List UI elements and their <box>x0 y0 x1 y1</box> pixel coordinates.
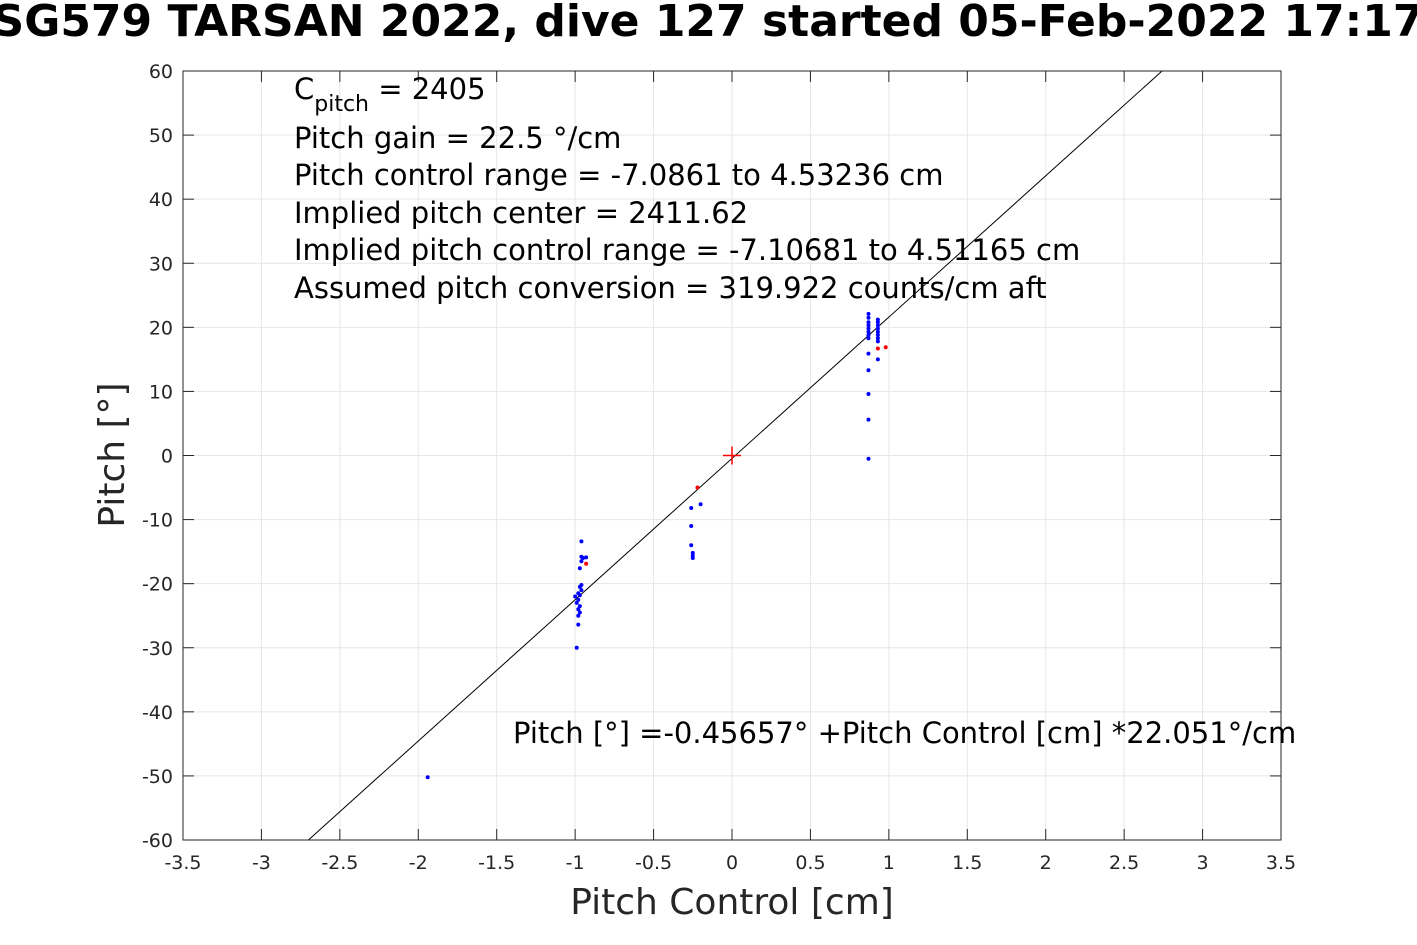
x-tick-label: -1 <box>566 852 585 874</box>
x-tick-label: 0.5 <box>795 852 825 874</box>
data-point <box>866 456 871 461</box>
y-axis-label: Pitch [°] <box>92 382 133 527</box>
data-point <box>698 502 703 507</box>
data-point <box>577 610 582 615</box>
y-tick-label: 0 <box>161 446 173 468</box>
x-tick-label: 2 <box>1040 852 1052 874</box>
data-point <box>574 600 579 605</box>
data-point <box>866 417 871 422</box>
data-point <box>866 368 871 373</box>
y-tick-label: -20 <box>142 574 173 596</box>
data-point <box>579 554 584 559</box>
data-point <box>866 320 871 325</box>
axes-box <box>182 70 1282 841</box>
data-point <box>584 555 589 560</box>
data-point <box>875 326 880 331</box>
data-point <box>574 645 579 650</box>
data-point <box>866 311 871 316</box>
y-tick-label: 60 <box>149 61 173 83</box>
x-tick-label: -0.5 <box>635 852 672 874</box>
annotation-cpitch: Cpitch = 2405 <box>294 72 486 117</box>
x-tick-label: -2 <box>409 852 428 874</box>
annotation-cpitch-base: C <box>294 72 314 106</box>
y-tick-label: 20 <box>149 317 173 339</box>
x-tick-label: -3.5 <box>164 852 201 874</box>
data-point <box>875 317 880 322</box>
annotation-line: Pitch control range = -7.0861 to 4.53236… <box>294 158 943 192</box>
y-tick-label: -60 <box>142 830 173 852</box>
data-point <box>579 559 584 564</box>
x-tick-label: -2.5 <box>321 852 358 874</box>
annotation-cpitch-value: = 2405 <box>369 72 486 106</box>
data-point <box>576 607 581 612</box>
x-tick-label: -1.5 <box>478 852 515 874</box>
data-point <box>573 594 578 599</box>
y-tick-labels: -60 -50 -40 -30 -20 -10 0 10 20 30 40 50 60 <box>142 61 173 852</box>
data-point <box>579 582 584 587</box>
data-point <box>875 323 880 328</box>
data-point <box>866 329 871 334</box>
data-point <box>866 323 871 328</box>
data-point <box>883 345 888 350</box>
y-tick-label: 50 <box>149 125 173 147</box>
data-point <box>875 333 880 338</box>
data-point <box>866 333 871 338</box>
data-point <box>579 588 584 593</box>
data-point <box>690 550 695 555</box>
data-point <box>577 604 582 609</box>
data-point <box>866 391 871 396</box>
x-tick-label: 3.5 <box>1266 852 1296 874</box>
data-point <box>875 336 880 341</box>
annotation-cpitch-sub: pitch <box>314 92 369 117</box>
y-tick-label: 10 <box>149 381 173 403</box>
x-tick-label: 3 <box>1197 852 1209 874</box>
y-tick-label: 40 <box>149 189 173 211</box>
fit-equation: Pitch [°] =-0.45657° +Pitch Control [cm]… <box>513 716 1296 750</box>
data-point <box>579 539 584 544</box>
x-tick-labels: -3.5 -3 -2.5 -2 -1.5 -1 -0.5 0 0.5 1 1.5 2 2.5 3 3.5 <box>164 852 1296 874</box>
data-point <box>875 339 880 344</box>
x-tick-label: 1.5 <box>952 852 982 874</box>
annotation-line: Pitch gain = 22.5 °/cm <box>294 121 621 155</box>
chart-marks <box>307 71 1163 840</box>
x-tick-label: 2.5 <box>1109 852 1139 874</box>
data-point <box>695 485 700 490</box>
y-tick-label: -50 <box>142 766 173 788</box>
data-point <box>425 775 430 780</box>
data-point <box>866 315 871 320</box>
axis-ticks <box>182 70 1282 841</box>
data-point <box>866 351 871 356</box>
x-axis-label: Pitch Control [cm] <box>570 882 894 923</box>
data-point <box>689 506 694 511</box>
data-point <box>875 329 880 334</box>
data-point <box>576 613 581 618</box>
x-tick-label: 1 <box>883 852 895 874</box>
data-point <box>576 591 581 596</box>
data-point <box>577 566 582 571</box>
data-point <box>875 357 880 362</box>
data-point <box>689 523 694 528</box>
x-tick-label: 0 <box>726 852 738 874</box>
y-tick-label: -10 <box>142 510 173 532</box>
data-point <box>866 336 871 341</box>
y-tick-label: -30 <box>142 638 173 660</box>
data-point <box>584 561 589 566</box>
data-point <box>576 597 581 602</box>
annotation-line: Assumed pitch conversion = 319.922 count… <box>294 271 1047 305</box>
data-point <box>875 346 880 351</box>
annotation-line: Implied pitch center = 2411.62 <box>294 196 748 230</box>
y-tick-label: 30 <box>149 253 173 275</box>
annotation-line: Implied pitch control range = -7.10681 t… <box>294 233 1080 267</box>
x-tick-label: -3 <box>252 852 271 874</box>
y-tick-label: -40 <box>142 702 173 724</box>
data-point <box>689 543 694 548</box>
data-point <box>866 326 871 331</box>
chart-title: SG579 TARSAN 2022, dive 127 started 05-F… <box>0 0 1417 47</box>
data-point <box>576 622 581 627</box>
